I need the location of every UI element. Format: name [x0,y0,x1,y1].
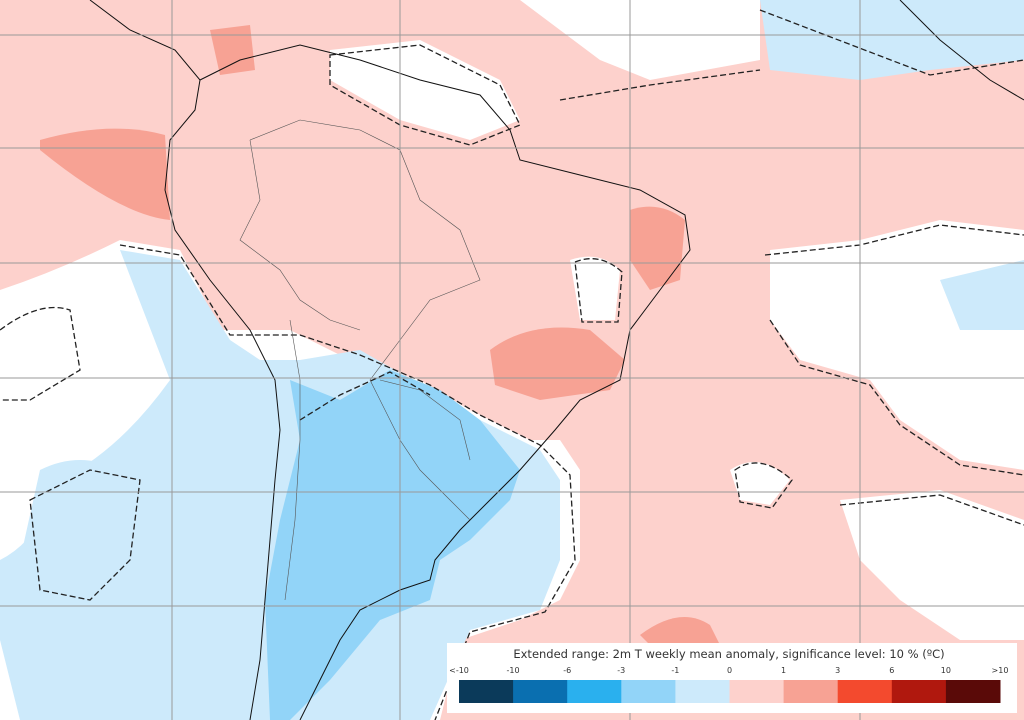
legend-swatch [513,680,568,703]
legend-swatch [621,680,676,703]
legend: Extended range: 2m T weekly mean anomaly… [447,643,1017,713]
legend-label: <-10 [449,666,469,675]
legend-label: -1 [671,666,679,675]
legend-label: 0 [727,666,732,675]
legend-swatch [675,680,730,703]
legend-label: 10 [941,666,951,675]
legend-label: >10 [992,666,1009,675]
legend-swatch [891,680,947,703]
legend-label: -10 [507,666,520,675]
legend-swatch [783,680,839,703]
legend-label: -3 [617,666,625,675]
legend-swatch [945,680,1001,703]
legend-swatch [567,680,622,703]
legend-label: -6 [563,666,571,675]
legend-label: 3 [835,666,840,675]
legend-title: Extended range: 2m T weekly mean anomaly… [513,647,944,661]
legend-swatch [459,680,514,703]
legend-label: 6 [889,666,894,675]
significance-contours [0,9,1024,720]
legend-swatch [729,680,785,703]
legend-label: 1 [781,666,786,675]
legend-swatch [837,680,893,703]
